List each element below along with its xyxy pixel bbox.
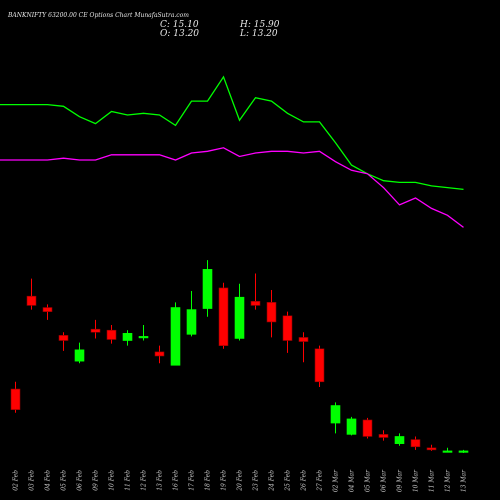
x-tick-label: 16 Feb: [173, 470, 180, 491]
candle-body: [282, 315, 293, 341]
x-tick-label: 13 Feb: [157, 470, 164, 491]
x-tick-label: 06 Mar: [381, 469, 388, 492]
chart-title: BANKNIFTY 63200.00 CE Options Chart Muna…: [8, 12, 189, 19]
high-value: H: 15.90: [240, 20, 280, 30]
candle-body: [218, 287, 229, 346]
candle-body: [426, 447, 437, 451]
candle-body: [394, 436, 405, 444]
open-value: O: 13.20: [160, 29, 200, 39]
candle-body: [410, 439, 421, 448]
x-tick-label: 05 Mar: [365, 469, 372, 492]
candle-body: [42, 307, 53, 312]
candle-body: [170, 307, 181, 366]
x-tick-label: 03 Feb: [29, 470, 36, 491]
x-tick-label: 25 Feb: [285, 470, 292, 492]
close-value: C: 15.10: [160, 20, 199, 30]
candle-body: [10, 388, 21, 410]
x-tick-label: 24 Feb: [269, 470, 276, 492]
candle-body: [250, 301, 261, 306]
x-tick-label: 12 Mar: [445, 469, 452, 492]
candle-body: [330, 405, 341, 424]
candle-body: [74, 349, 85, 362]
candle-body: [202, 269, 213, 309]
candle-body: [138, 336, 149, 339]
x-tick-label: 26 Feb: [301, 470, 308, 492]
x-tick-label: 13 Mar: [461, 469, 468, 492]
x-tick-label: 10 Feb: [109, 470, 116, 491]
candle-body: [458, 450, 469, 453]
candle-body: [442, 450, 453, 453]
x-tick-label: 11 Feb: [125, 470, 132, 491]
candle-body: [234, 296, 245, 339]
candle-body: [122, 333, 133, 341]
x-tick-label: 11 Mar: [429, 469, 436, 492]
x-tick-label: 06 Feb: [77, 470, 84, 491]
x-tick-label: 02 Mar: [333, 469, 340, 492]
x-tick-label: 18 Feb: [205, 470, 212, 491]
series-line-0: [0, 75, 464, 191]
candle-body: [346, 418, 357, 435]
low-value: L: 13.20: [240, 29, 278, 39]
candle-body: [90, 328, 101, 333]
x-tick-label: 23 Feb: [253, 470, 260, 492]
x-tick-label: 10 Mar: [413, 469, 420, 492]
x-tick-label: 12 Feb: [141, 470, 148, 491]
candle-body: [266, 302, 277, 323]
candle-body: [298, 337, 309, 342]
candle-body: [378, 434, 389, 438]
x-tick-label: 09 Feb: [93, 470, 100, 491]
x-tick-label: 19 Feb: [221, 470, 228, 491]
x-tick-label: 02 Feb: [13, 470, 20, 491]
candle-body: [362, 419, 373, 437]
x-tick-label: 04 Feb: [45, 470, 52, 491]
x-tick-label: 20 Feb: [237, 470, 244, 492]
x-tick-label: 04 Mar: [349, 469, 356, 492]
x-tick-label: 17 Feb: [189, 470, 196, 491]
x-tick-label: 05 Feb: [61, 470, 68, 491]
candle-body: [58, 335, 69, 341]
x-tick-label: 27 Feb: [317, 470, 324, 492]
candle-body: [314, 348, 325, 383]
candle-body: [186, 309, 197, 335]
candle-body: [154, 351, 165, 357]
x-tick-label: 09 Mar: [397, 469, 404, 492]
candle-body: [106, 329, 117, 340]
series-line-1: [0, 147, 464, 228]
candle-body: [26, 295, 37, 306]
